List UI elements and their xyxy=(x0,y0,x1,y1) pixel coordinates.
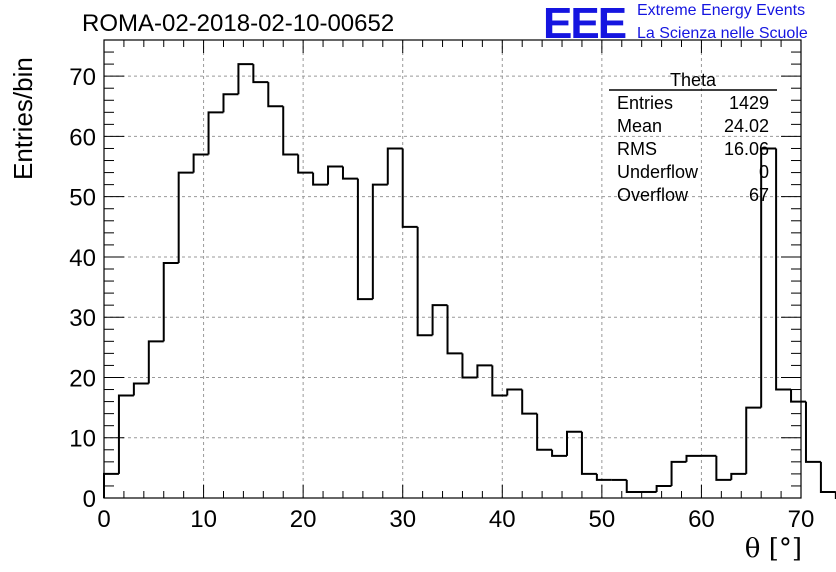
histogram-bin xyxy=(760,147,777,408)
histogram-bin xyxy=(446,305,463,355)
histogram-bin xyxy=(222,93,239,113)
histogram-bin xyxy=(431,304,448,336)
stats-value: 0 xyxy=(758,162,769,182)
tick-labels: 0 10 20 30 40 50 60 70 0 10 20 30 40 50 60 70 xyxy=(69,64,814,533)
stats-name: Theta xyxy=(669,70,717,90)
histogram-bin xyxy=(506,388,523,396)
x-tick-label: 20 xyxy=(290,506,317,533)
histogram-steps xyxy=(103,63,836,499)
histogram-bin xyxy=(625,479,642,493)
histogram-bin xyxy=(819,461,836,493)
logo-line-1: Extreme Energy Events xyxy=(637,2,806,19)
histogram-bin xyxy=(207,111,224,155)
grid-lines xyxy=(104,40,801,498)
histogram-bin xyxy=(177,171,194,263)
histogram-bin xyxy=(521,389,538,415)
stats-row: Entries 1429 xyxy=(617,93,769,115)
histogram-bin xyxy=(341,166,358,180)
histogram-bin xyxy=(745,406,762,474)
histogram-bin xyxy=(416,226,433,337)
histogram-bin xyxy=(804,401,821,463)
x-tick-label: 70 xyxy=(788,506,815,533)
stats-value: 67 xyxy=(748,185,769,205)
stats-value: 24.02 xyxy=(723,116,769,136)
y-tick-label: 60 xyxy=(69,124,96,151)
histogram-bin xyxy=(297,154,314,174)
histogram-bin xyxy=(655,484,672,492)
stats-label: RMS xyxy=(617,139,657,159)
y-tick-label: 20 xyxy=(69,365,96,392)
stats-label: Mean xyxy=(617,116,663,136)
x-tick-label: 50 xyxy=(589,506,616,533)
histogram-bin xyxy=(267,82,284,108)
axis-ticks xyxy=(103,39,802,499)
histogram-bin xyxy=(491,365,508,397)
histogram-bin xyxy=(117,394,134,474)
y-tick-label: 10 xyxy=(69,426,96,453)
histogram-bin xyxy=(775,148,792,391)
histogram-bin xyxy=(192,153,209,173)
histogram-bin xyxy=(162,261,179,342)
x-tick-label: 10 xyxy=(190,506,217,533)
y-tick-label: 0 xyxy=(83,486,96,513)
histogram-bin xyxy=(252,64,269,84)
histogram-bin xyxy=(536,413,553,451)
histogram-bin xyxy=(282,106,299,156)
stats-label: Underflow xyxy=(617,162,699,182)
histogram-bin xyxy=(386,147,403,185)
stats-row: RMS 16.06 xyxy=(617,139,769,161)
histogram-bin xyxy=(595,473,612,481)
stats-row: Mean 24.02 xyxy=(617,116,769,138)
histogram-bin xyxy=(685,454,702,462)
x-tick-label: 0 xyxy=(97,506,110,533)
histogram-bin xyxy=(371,183,388,300)
histogram-bin xyxy=(580,431,597,475)
histogram-bin xyxy=(566,430,582,456)
x-tick-label: 60 xyxy=(688,506,715,533)
histogram-bin xyxy=(790,389,806,403)
y-tick-label: 50 xyxy=(69,185,96,212)
logo-line-2: La Scienza nelle Scuole xyxy=(637,25,808,42)
histogram-bin xyxy=(312,172,329,186)
y-tick-label: 70 xyxy=(69,64,96,91)
histogram-bin xyxy=(237,63,254,95)
histogram-bin xyxy=(670,460,687,486)
histogram-bin xyxy=(327,165,343,185)
x-tick-label: 30 xyxy=(389,506,416,533)
histogram-bin xyxy=(476,364,493,378)
eee-logo: EEE xyxy=(543,0,627,48)
histogram-bin xyxy=(356,178,373,301)
histogram-bin xyxy=(147,340,164,384)
stats-label: Entries xyxy=(617,93,674,113)
chart-title: ROMA-02-2018-02-10-00652 xyxy=(82,10,395,37)
histogram-bin xyxy=(132,382,149,396)
stats-label: Overflow xyxy=(617,185,689,205)
histogram-bin xyxy=(401,148,418,228)
histogram-bin xyxy=(730,472,747,480)
stats-row: Overflow 67 xyxy=(617,185,769,207)
x-tick-label: 40 xyxy=(489,506,516,533)
histogram-bin xyxy=(461,353,478,379)
x-axis-label: θ [°] xyxy=(744,534,802,564)
histogram-bin xyxy=(551,449,568,457)
y-tick-label: 40 xyxy=(69,245,96,272)
y-tick-label: 30 xyxy=(69,305,96,332)
stats-value: 16.06 xyxy=(723,139,769,159)
stats-value: 1429 xyxy=(728,93,769,113)
stats-row: Underflow 0 xyxy=(617,162,769,184)
y-axis-label: Entries/bin xyxy=(8,57,38,180)
histogram-bin xyxy=(715,455,732,481)
